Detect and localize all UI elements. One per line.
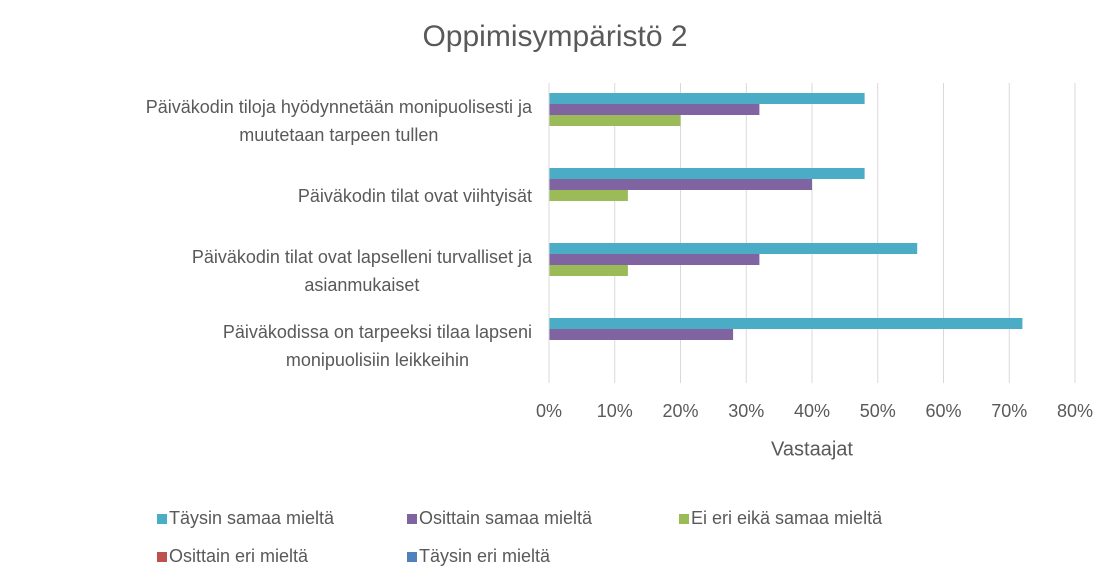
legend-swatch [157, 552, 167, 562]
legend-label: Osittain eri mieltä [169, 546, 309, 566]
legend-swatch [407, 514, 417, 524]
bar [549, 179, 812, 190]
x-tick-label: 10% [597, 401, 633, 421]
bar [549, 329, 734, 340]
x-tick-label: 0% [536, 401, 562, 421]
bar [549, 190, 628, 201]
category-label-box: Päiväkodissa on tarpeeksi tilaa lapseni … [0, 318, 532, 374]
y-tick-label: Päiväkodin tilat ovat lapselleni turvall… [191, 246, 532, 295]
bar [549, 243, 918, 254]
bar [549, 254, 760, 265]
x-tick-label: 50% [860, 401, 896, 421]
legend-swatch [407, 552, 417, 562]
legend-label: Täysin eri mieltä [419, 546, 551, 566]
legend-label: Täysin samaa mieltä [169, 508, 335, 528]
legend-label: Osittain samaa mieltä [419, 508, 593, 528]
x-tick-label: 80% [1057, 401, 1093, 421]
category-label-box: Päiväkodin tilat ovat lapselleni turvall… [0, 243, 532, 299]
legend-label: Ei eri eikä samaa mieltä [691, 508, 883, 528]
bar [549, 104, 760, 115]
legend-swatch [157, 514, 167, 524]
x-tick-label: 20% [662, 401, 698, 421]
bar [549, 168, 865, 179]
x-tick-label: 40% [794, 401, 830, 421]
bar [549, 115, 681, 126]
x-tick-label: 30% [728, 401, 764, 421]
x-tick-label: 60% [925, 401, 961, 421]
category-label-box: Päiväkodin tiloja hyödynnetään monipuoli… [0, 93, 532, 149]
bar [549, 318, 1023, 329]
bar [549, 93, 865, 104]
x-axis-title: Vastaajat [771, 438, 853, 460]
y-tick-label: Päiväkodissa on tarpeeksi tilaa lapseni … [222, 321, 532, 370]
y-tick-label: Päiväkodin tiloja hyödynnetään monipuoli… [145, 96, 532, 145]
x-tick-label: 70% [991, 401, 1027, 421]
bar [549, 265, 628, 276]
category-label-box: Päiväkodin tilat ovat viihtyisät [0, 182, 532, 210]
y-tick-label: Päiväkodin tilat ovat viihtyisät [297, 185, 532, 206]
chart-title: Oppimisympäristö 2 [422, 20, 687, 53]
legend-swatch [679, 514, 689, 524]
